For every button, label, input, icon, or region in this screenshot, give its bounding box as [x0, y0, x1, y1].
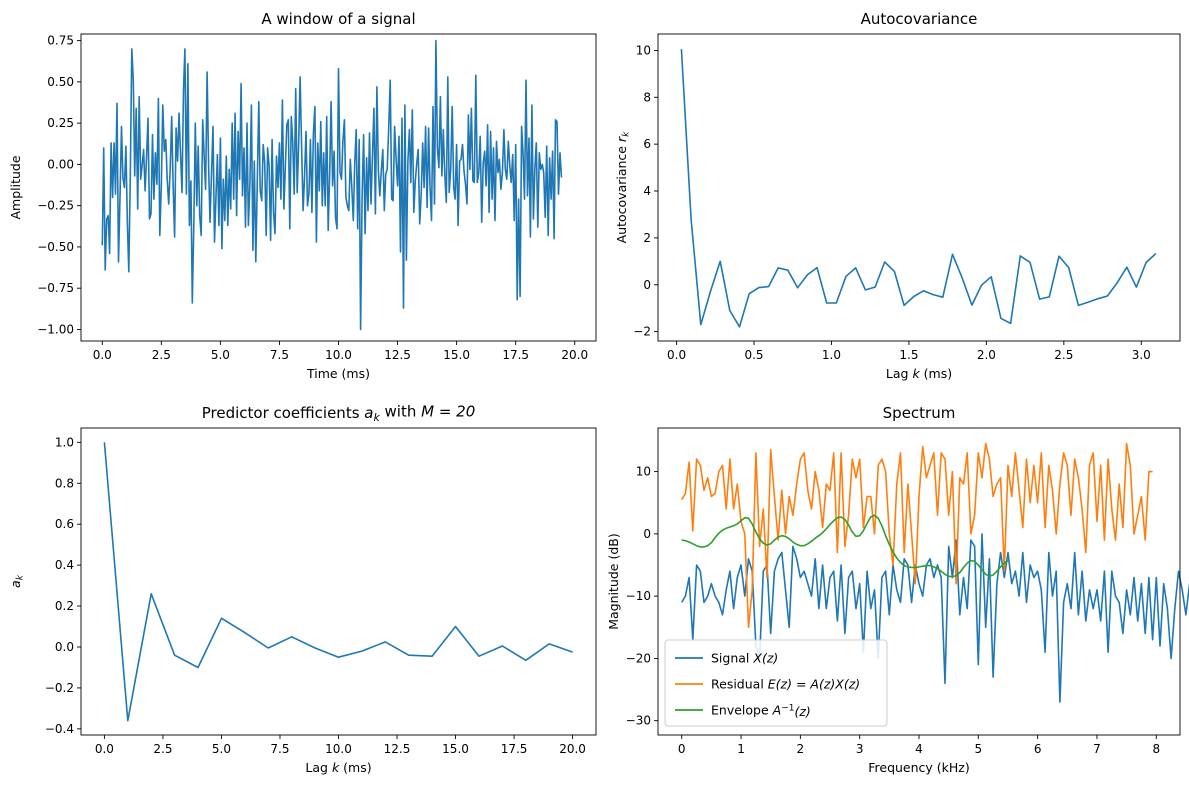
chart-2: 0.0 0.5 1.0 1.5 2.0 2.5 3.0 10 8 6 4 2 0 −2 Autocovari… — [614, 10, 1181, 381]
x-axis-label: Lag k (ms) — [886, 366, 952, 381]
legend: Signal X(z) Residual E(z) = A(z)X(z) Envel… — [664, 639, 888, 727]
series-line-1 — [103, 442, 573, 722]
series-line-1 — [680, 49, 1157, 328]
x-tick-label: 15.0 — [442, 742, 469, 756]
x-tick-label: 2.5 — [152, 348, 171, 362]
y-tick-label: 1.0 — [55, 435, 74, 449]
x-tick-label: 10.0 — [325, 348, 352, 362]
y-tick-label: 10 — [636, 43, 651, 57]
y-tick-label: −0.25 — [37, 199, 74, 213]
x-tick-label: 5 — [974, 742, 982, 756]
x-tick-label: 3.0 — [1132, 348, 1151, 362]
y-tick-label: −0.4 — [45, 722, 74, 736]
x-tick-label: 0.5 — [744, 348, 763, 362]
y-tick-label: 6 — [643, 137, 651, 151]
y-tick-label: −1.00 — [37, 322, 74, 336]
x-tick-label: 5.0 — [211, 348, 230, 362]
x-tick-label: 2.5 — [1054, 348, 1073, 362]
chart-title: Autocovariance — [861, 10, 978, 28]
x-tick-label: 0.0 — [93, 348, 112, 362]
x-tick-label: 7.5 — [270, 742, 289, 756]
x-tick-label: 12.5 — [384, 348, 411, 362]
x-tick-label: 2.0 — [977, 348, 996, 362]
y-tick-label: 0.50 — [47, 75, 74, 89]
x-tick-label: 5.0 — [212, 742, 231, 756]
y-tick-label: 0.4 — [55, 558, 74, 572]
y-tick-label: −30 — [626, 714, 651, 728]
y-axis-label: Magnitude (dB) — [606, 533, 621, 629]
x-tick-label: 1.5 — [899, 348, 918, 362]
y-tick-label: 0.8 — [55, 476, 74, 490]
x-tick-label: 1 — [737, 742, 745, 756]
y-axis-label: ak​ — [8, 574, 26, 588]
x-tick-label: 10.0 — [325, 742, 352, 756]
x-tick-label: 1.0 — [822, 348, 841, 362]
y-tick-label: −2 — [633, 325, 651, 339]
y-tick-label: 0 — [643, 527, 651, 541]
x-tick-label: 2.5 — [153, 742, 172, 756]
series-line-1 — [101, 39, 563, 331]
x-tick-label: 0 — [678, 742, 686, 756]
x-tick-label: 6 — [1034, 742, 1042, 756]
y-tick-label: −20 — [626, 651, 651, 665]
chart-1: 0.0 2.5 5.0 7.5 10.0 12.5 15.0 17.5 20.0 0.75 0.50… — [8, 10, 597, 381]
y-tick-label: −10 — [626, 589, 651, 603]
series-line-3 — [681, 514, 1009, 578]
x-tick-label: 0.0 — [95, 742, 114, 756]
legend-entry: Residual E(z) = A(z)X(z) — [711, 677, 860, 692]
chart-4: 0 1 2 3 4 5 6 7 8 10 0 −10 −20 −30 Spectrum Frequency (… — [606, 404, 1189, 775]
x-tick-label: 15.0 — [443, 348, 470, 362]
x-axis-label: Time (ms) — [306, 366, 370, 381]
y-axis-label: Amplitude — [8, 155, 23, 219]
x-tick-label: 17.5 — [502, 348, 529, 362]
x-axis-label: Frequency (kHz) — [868, 760, 970, 775]
x-tick-label: 4 — [915, 742, 923, 756]
series-line-1 — [681, 533, 1189, 703]
y-tick-label: 0.25 — [47, 116, 74, 130]
x-tick-label: 20.0 — [559, 742, 586, 756]
x-tick-label: 8 — [1152, 742, 1160, 756]
chart-title: Predictor coefficients ak​ with M = 20 — [202, 403, 476, 425]
y-tick-label: −0.75 — [37, 281, 74, 295]
x-axis-label: Lag k (ms) — [305, 760, 371, 775]
y-tick-label: 0.2 — [55, 599, 74, 613]
y-tick-label: 0.75 — [47, 34, 74, 48]
y-tick-label: 0.0 — [55, 640, 74, 654]
x-tick-label: 12.5 — [384, 742, 411, 756]
y-tick-label: 0.00 — [47, 157, 74, 171]
x-tick-label: 7.5 — [270, 348, 289, 362]
y-tick-label: −0.2 — [45, 681, 74, 695]
chart-3: 0.0 2.5 5.0 7.5 10.0 12.5 15.0 17.5 20.0 1.0 0.8 0.… — [8, 403, 597, 775]
y-tick-label: −0.50 — [37, 240, 74, 254]
y-tick-label: 10 — [636, 465, 651, 479]
x-tick-label: 2 — [797, 742, 805, 756]
chart-title: A window of a signal — [261, 10, 415, 28]
x-tick-label: 17.5 — [501, 742, 528, 756]
y-tick-label: 0 — [643, 278, 651, 292]
y-tick-label: 0.6 — [55, 517, 74, 531]
y-axis-label: Autocovariance rk​ — [614, 131, 632, 243]
chart-title: Spectrum — [883, 404, 956, 422]
y-tick-label: 8 — [643, 90, 651, 104]
legend-entry: Signal X(z) — [711, 651, 778, 666]
y-tick-label: 2 — [643, 231, 651, 245]
x-tick-label: 0.0 — [667, 348, 686, 362]
x-tick-label: 3 — [856, 742, 864, 756]
legend-box — [664, 639, 888, 727]
y-tick-label: 4 — [643, 184, 651, 198]
axes-frame — [657, 33, 1181, 342]
x-tick-label: 20.0 — [561, 348, 588, 362]
legend-entry: Envelope A−1​(z) — [711, 703, 811, 720]
x-tick-label: 7 — [1093, 742, 1101, 756]
